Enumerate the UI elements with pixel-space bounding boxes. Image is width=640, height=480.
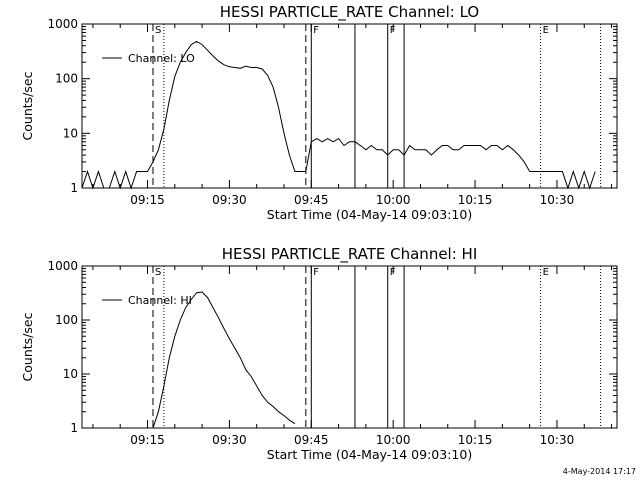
y-tick-label: 1000 — [47, 259, 78, 273]
time-marker-label: E — [543, 267, 549, 278]
x-axis-label: Start Time (04-May-14 09:03:10) — [267, 447, 472, 462]
chart-title: HESSI PARTICLE_RATE Channel: HI — [222, 245, 478, 264]
y-tick-label: 1 — [70, 421, 78, 435]
y-tick-label: 10 — [63, 367, 78, 381]
plot-frame — [81, 23, 618, 189]
y-tick-label: 1000 — [47, 17, 78, 31]
y-axis-label: Counts/sec — [20, 71, 35, 140]
x-tick-label: 10:15 — [458, 433, 493, 447]
x-tick-label: 10:00 — [376, 433, 411, 447]
plot-frame — [81, 265, 618, 429]
x-tick-label: 09:30 — [212, 433, 247, 447]
chart-title: HESSI PARTICLE_RATE Channel: LO — [220, 3, 479, 22]
time-marker-label: S — [155, 267, 161, 278]
time-marker-label: F — [313, 25, 319, 36]
x-axis-label: Start Time (04-May-14 09:03:10) — [267, 207, 472, 222]
y-axis-label: Counts/sec — [20, 312, 35, 381]
y-tick-label: 1 — [70, 181, 78, 195]
x-tick-label: 10:30 — [540, 193, 575, 207]
x-tick-label: 10:15 — [458, 193, 493, 207]
x-tick-label: 09:15 — [130, 433, 165, 447]
x-tick-label: 10:30 — [540, 433, 575, 447]
y-tick-label: 10 — [63, 126, 78, 140]
x-tick-label: 10:00 — [376, 193, 411, 207]
x-tick-label: 09:45 — [294, 433, 329, 447]
x-tick-label: 09:30 — [212, 193, 247, 207]
series-line — [81, 40, 596, 190]
time-marker-label: F — [390, 267, 396, 278]
time-marker-label: F — [313, 267, 319, 278]
time-marker-label: E — [543, 25, 549, 36]
print-timestamp: 4-May-2014 17:17 — [563, 467, 636, 476]
series-line — [152, 291, 296, 429]
legend-label: Channel: LO — [128, 52, 195, 65]
y-tick-label: 100 — [55, 313, 78, 327]
y-tick-label: 100 — [55, 72, 78, 86]
x-tick-label: 09:15 — [130, 193, 165, 207]
time-marker-label: S — [155, 25, 161, 36]
time-marker-label: F — [390, 25, 396, 36]
legend-label: Channel: HI — [128, 294, 192, 307]
x-tick-label: 09:45 — [294, 193, 329, 207]
